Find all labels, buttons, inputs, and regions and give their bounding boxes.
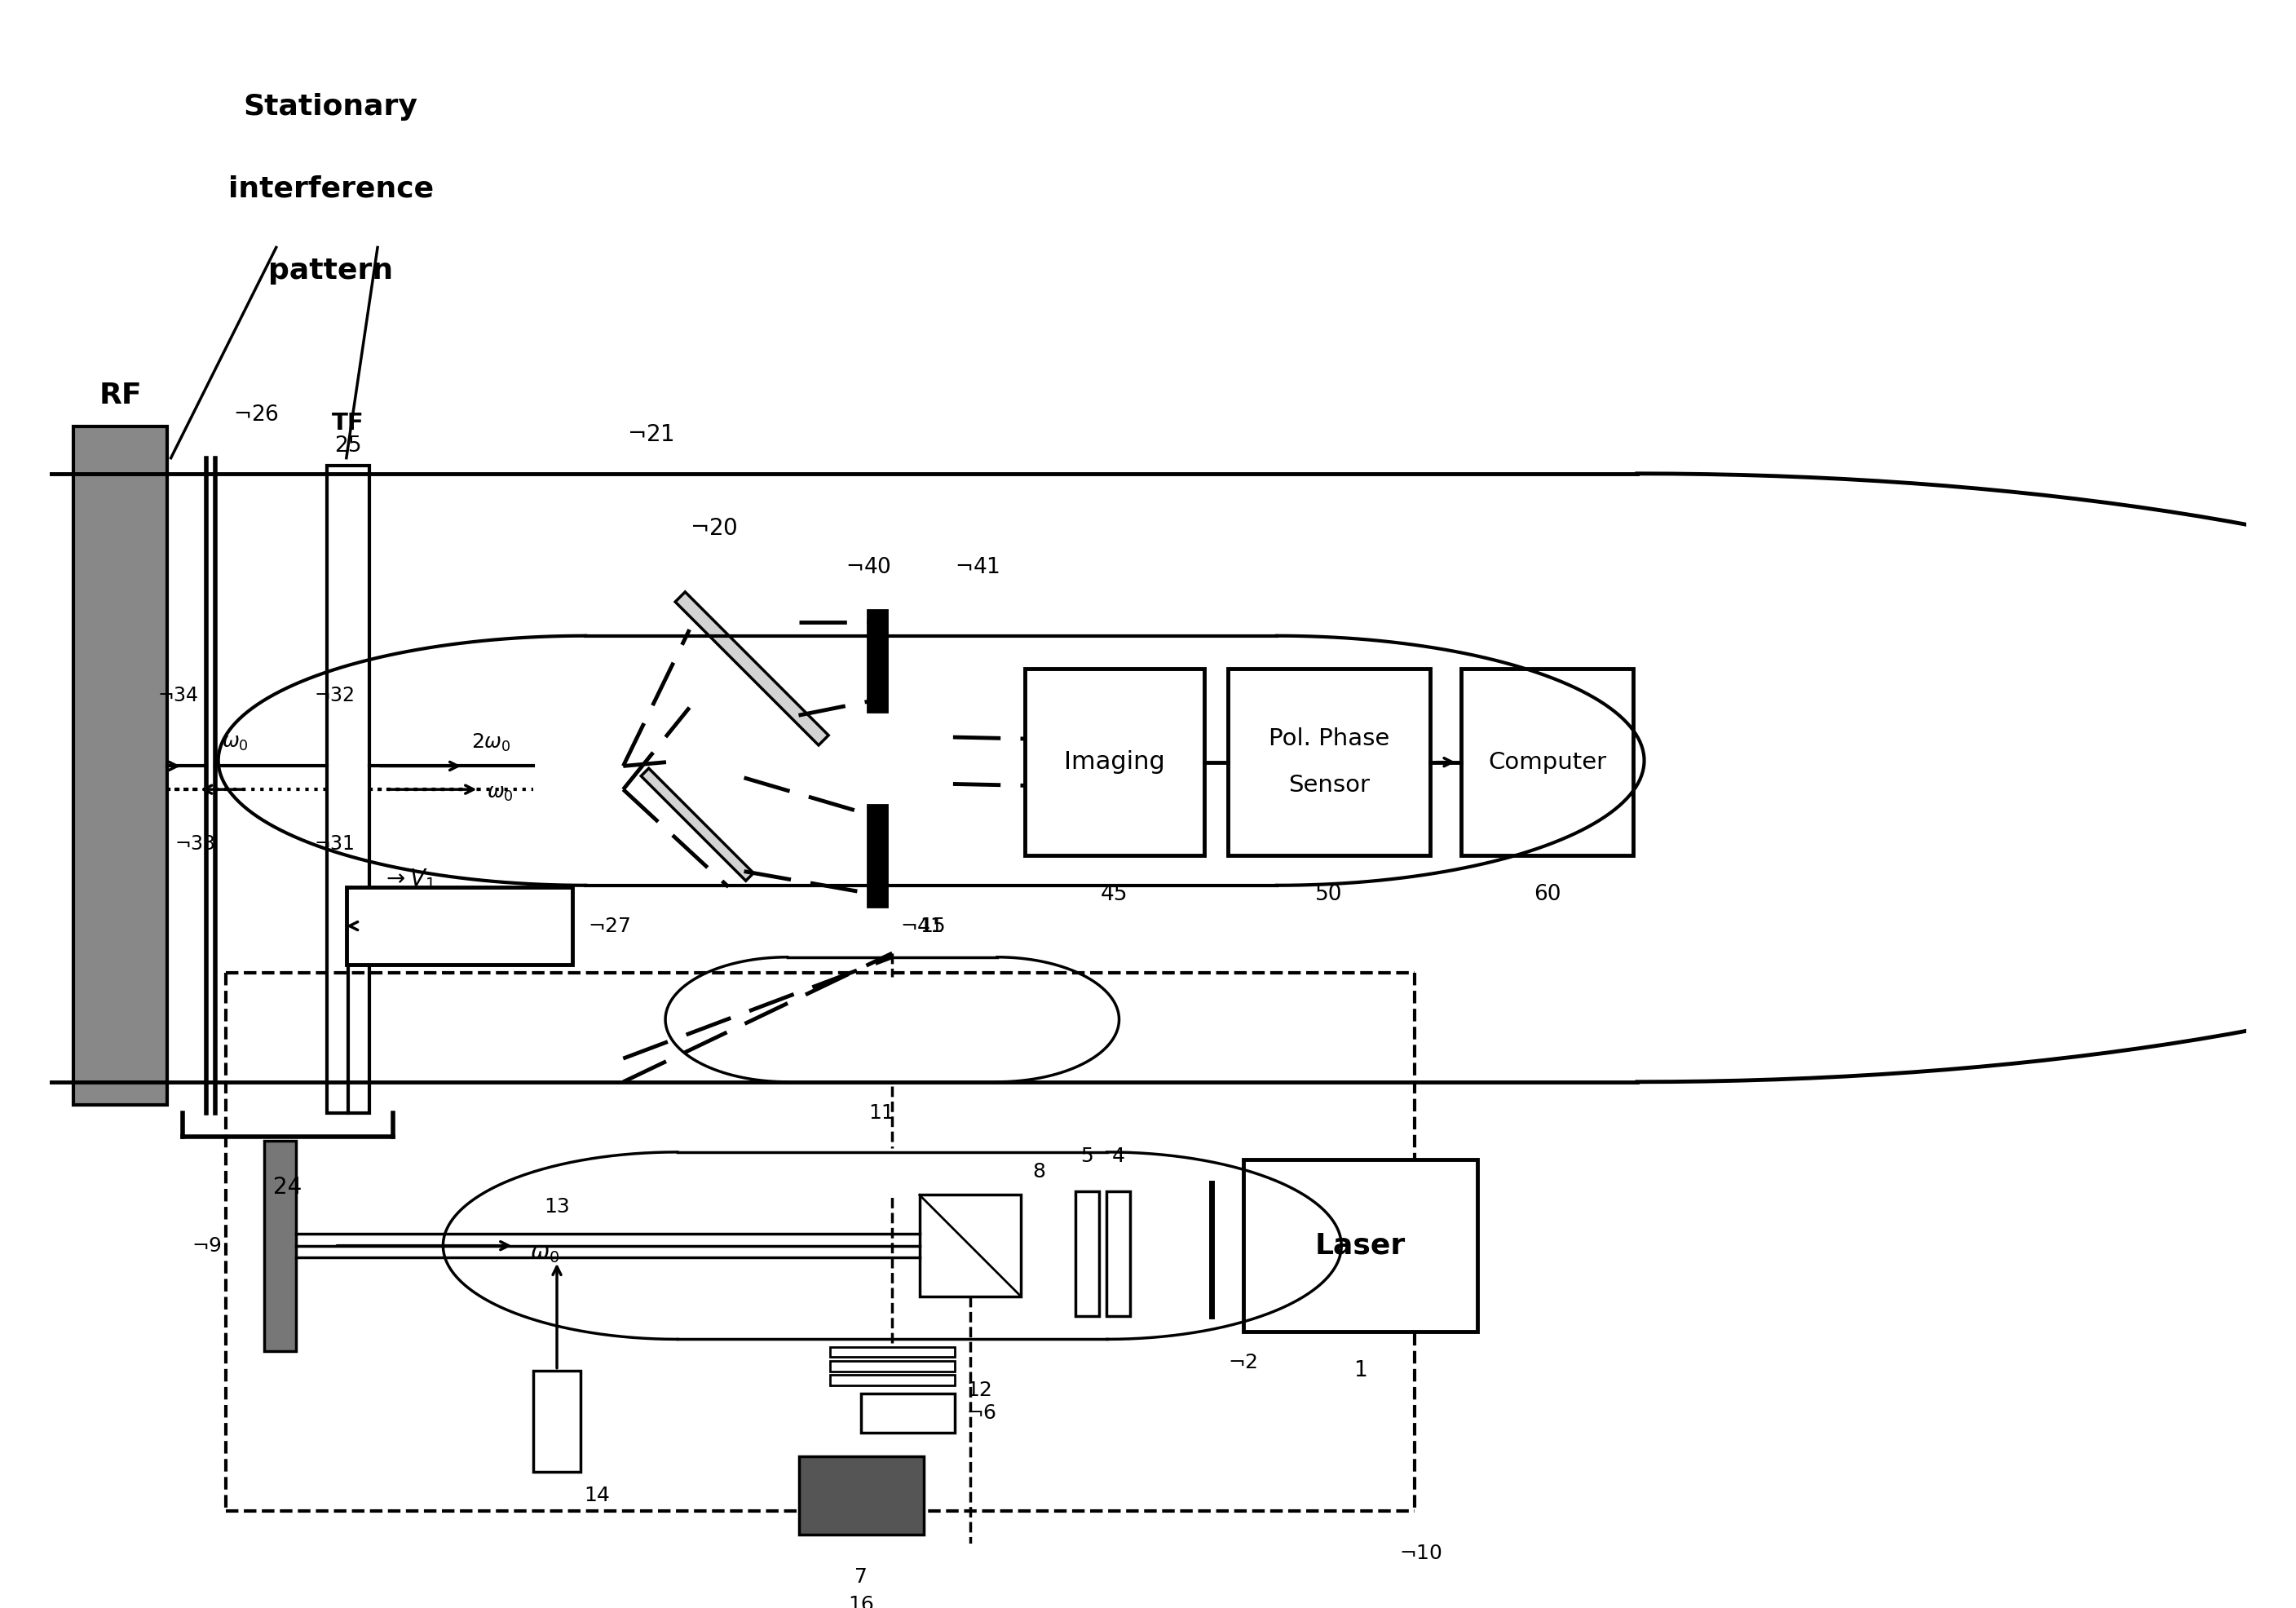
Text: TF: TF [333, 412, 365, 434]
Text: Computer: Computer [1488, 751, 1607, 773]
Bar [1242, 1159, 1476, 1331]
Text: 1: 1 [1352, 1360, 1366, 1381]
Bar [1107, 1192, 1130, 1315]
Text: $\omega_0$: $\omega_0$ [487, 783, 514, 802]
Bar [533, 1370, 581, 1471]
Text: $\omega_0$: $\omega_0$ [223, 733, 248, 753]
Text: $\neg$27: $\neg$27 [588, 917, 631, 936]
Text: $\neg$20: $\neg$20 [689, 516, 737, 540]
Text: $\neg$21: $\neg$21 [627, 423, 675, 445]
Text: 25: 25 [335, 436, 363, 457]
Bar [1463, 669, 1632, 855]
Text: $\neg$6: $\neg$6 [967, 1404, 996, 1423]
Text: $\neg$10: $\neg$10 [1398, 1544, 1442, 1563]
Text: 12: 12 [967, 1380, 992, 1399]
Text: $\neg$9: $\neg$9 [191, 1237, 223, 1256]
Text: 11: 11 [868, 1103, 895, 1122]
Bar [73, 426, 168, 1105]
Text: $\neg$31: $\neg$31 [315, 835, 354, 854]
Text: $2\omega_0$: $2\omega_0$ [471, 732, 512, 753]
Bar [918, 1195, 1022, 1296]
Text: 14: 14 [583, 1486, 611, 1505]
Text: $\neg$34: $\neg$34 [156, 687, 197, 706]
Text: 50: 50 [1316, 884, 1343, 905]
Text: Sensor: Sensor [1288, 773, 1371, 798]
Bar [1024, 669, 1203, 855]
Text: pattern: pattern [269, 257, 393, 285]
Text: 4: 4 [1111, 1147, 1125, 1166]
Text: $\omega_0$: $\omega_0$ [530, 1241, 560, 1265]
Text: 7: 7 [854, 1568, 868, 1587]
Bar [829, 1348, 955, 1357]
Bar [1075, 1192, 1100, 1315]
Text: $\neg$41: $\neg$41 [900, 917, 944, 936]
Text: $\neg$33: $\neg$33 [174, 835, 216, 854]
Text: 8: 8 [1033, 1163, 1045, 1182]
Bar [868, 806, 886, 907]
Text: 24: 24 [273, 1175, 303, 1198]
Polygon shape [675, 592, 829, 745]
Text: $\neg$26: $\neg$26 [234, 405, 278, 426]
Bar [829, 1375, 955, 1384]
Polygon shape [641, 769, 753, 881]
Bar [829, 1360, 955, 1372]
Bar [326, 466, 370, 1113]
Bar [868, 609, 886, 711]
Bar [347, 888, 572, 965]
Text: Laser: Laser [1316, 1232, 1405, 1259]
Text: 13: 13 [544, 1196, 569, 1217]
Text: $\neg$2: $\neg$2 [1228, 1352, 1258, 1373]
Text: 60: 60 [1534, 884, 1561, 905]
Text: $\neg$40: $\neg$40 [845, 556, 891, 577]
Text: interference: interference [227, 175, 434, 203]
Text: Stationary: Stationary [243, 93, 418, 121]
Text: 45: 45 [1100, 884, 1127, 905]
Text: $\neg$41: $\neg$41 [955, 556, 999, 577]
Bar [264, 1140, 296, 1351]
Text: 5: 5 [1081, 1147, 1093, 1166]
Text: 16: 16 [847, 1595, 875, 1608]
Bar [1228, 669, 1430, 855]
Text: 15: 15 [918, 917, 946, 936]
Text: $\rightarrow V_1$: $\rightarrow V_1$ [381, 867, 434, 891]
Text: Imaging: Imaging [1063, 751, 1164, 773]
Text: RF: RF [99, 381, 142, 410]
Text: $\neg$32: $\neg$32 [315, 687, 354, 706]
Text: Pol. Phase: Pol. Phase [1267, 727, 1389, 751]
Bar [861, 1394, 955, 1433]
Bar [799, 1457, 923, 1534]
